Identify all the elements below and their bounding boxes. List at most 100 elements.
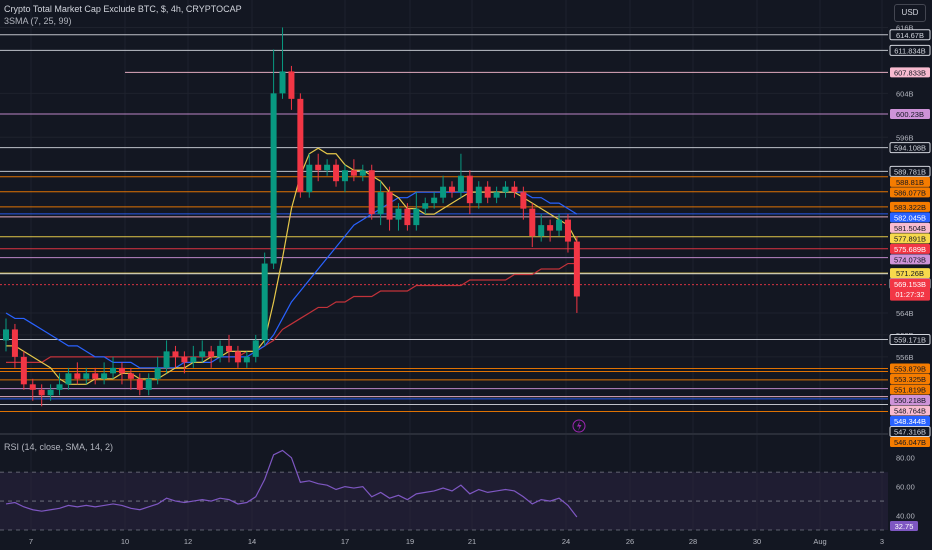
- candle[interactable]: [127, 367, 134, 390]
- candle[interactable]: [564, 214, 571, 253]
- price-level-label[interactable]: 594.108B: [889, 142, 931, 154]
- candle[interactable]: [3, 318, 9, 352]
- candle[interactable]: [83, 367, 90, 385]
- candle[interactable]: [288, 65, 295, 110]
- candle[interactable]: [538, 214, 545, 242]
- sma-indicator-label[interactable]: 3SMA (7, 25, 99): [4, 16, 72, 26]
- candle[interactable]: [475, 181, 482, 209]
- candle[interactable]: [493, 186, 500, 204]
- candle[interactable]: [341, 164, 348, 193]
- candle[interactable]: [377, 181, 384, 226]
- candle[interactable]: [47, 384, 54, 401]
- price-level-label[interactable]: 582.045B: [890, 212, 930, 223]
- candle[interactable]: [270, 49, 277, 270]
- candle[interactable]: [440, 175, 447, 204]
- candle[interactable]: [181, 351, 188, 374]
- price-level-label[interactable]: 600.23B: [890, 109, 930, 120]
- candle[interactable]: [422, 197, 429, 215]
- price-level-label[interactable]: 611.834B: [889, 44, 931, 56]
- candle[interactable]: [110, 356, 117, 379]
- candle[interactable]: [368, 164, 375, 220]
- candle[interactable]: [20, 351, 27, 390]
- candle[interactable]: [190, 345, 197, 368]
- price-level-text: 600.23B: [896, 110, 924, 119]
- candle-body: [350, 170, 357, 176]
- candle-body: [118, 367, 125, 374]
- candle[interactable]: [457, 153, 464, 198]
- candle[interactable]: [29, 378, 36, 401]
- candle[interactable]: [333, 159, 340, 187]
- candle[interactable]: [101, 362, 108, 385]
- candle-body: [226, 345, 232, 352]
- price-level-label[interactable]: 553.879B: [890, 363, 930, 374]
- price-level-label[interactable]: 575.689B: [890, 243, 930, 254]
- candle[interactable]: [297, 93, 304, 198]
- candle[interactable]: [163, 340, 170, 374]
- candle[interactable]: [74, 362, 81, 385]
- price-level-label[interactable]: 586.077B: [890, 187, 930, 198]
- candle[interactable]: [350, 159, 357, 182]
- price-level-label[interactable]: 548.764B: [890, 405, 930, 416]
- candle[interactable]: [92, 367, 99, 385]
- candle[interactable]: [556, 214, 563, 237]
- candle[interactable]: [217, 340, 224, 363]
- candle[interactable]: [154, 356, 161, 385]
- currency-button[interactable]: USD: [894, 4, 926, 22]
- candle[interactable]: [145, 373, 152, 396]
- time-tick-label: 17: [341, 537, 349, 546]
- price-level-label[interactable]: 551.819B: [890, 384, 930, 395]
- candle[interactable]: [386, 186, 393, 231]
- candle[interactable]: [324, 159, 331, 176]
- candle[interactable]: [413, 192, 420, 231]
- price-level-label[interactable]: 546.047B: [890, 437, 930, 448]
- price-level-label[interactable]: 583.322B: [890, 201, 930, 212]
- candle[interactable]: [11, 323, 18, 368]
- price-level-label[interactable]: 559.171B: [889, 333, 931, 345]
- candle[interactable]: [315, 153, 322, 182]
- candle[interactable]: [529, 203, 536, 248]
- candle[interactable]: [449, 181, 455, 198]
- lightning-icon[interactable]: [572, 419, 586, 433]
- price-level-label[interactable]: 581.504B: [890, 222, 930, 233]
- candle-body: [279, 71, 286, 94]
- price-level-label[interactable]: 589.781B: [889, 165, 931, 177]
- price-level-label[interactable]: 547.316B: [889, 426, 931, 438]
- candle[interactable]: [38, 384, 45, 407]
- price-level-label[interactable]: 614.67B: [889, 29, 931, 41]
- candle[interactable]: [199, 340, 206, 363]
- candle[interactable]: [511, 181, 518, 198]
- price-level-label[interactable]: 571.26B: [890, 268, 930, 279]
- candle[interactable]: [359, 164, 366, 182]
- candle[interactable]: [484, 181, 491, 204]
- candle[interactable]: [252, 334, 259, 363]
- candle[interactable]: [226, 334, 232, 363]
- candle[interactable]: [234, 345, 241, 368]
- candle[interactable]: [261, 252, 268, 346]
- candle[interactable]: [56, 373, 63, 396]
- price-level-label[interactable]: 553.325B: [890, 374, 930, 385]
- candle[interactable]: [466, 170, 473, 215]
- price-level-label[interactable]: 548.344B: [890, 416, 930, 427]
- price-level-label[interactable]: 577.891B: [890, 233, 930, 244]
- price-level-label[interactable]: 574.073B: [890, 254, 930, 265]
- price-level-label[interactable]: 550.218B: [890, 395, 930, 406]
- candle[interactable]: [208, 345, 215, 368]
- candle[interactable]: [431, 192, 438, 209]
- candle[interactable]: [547, 219, 554, 242]
- price-level-label[interactable]: 607.833B: [890, 67, 930, 78]
- candle[interactable]: [65, 367, 72, 390]
- candle[interactable]: [136, 373, 143, 396]
- candle[interactable]: [404, 203, 411, 231]
- candle[interactable]: [306, 153, 313, 198]
- candle[interactable]: [118, 362, 125, 385]
- candle[interactable]: [520, 186, 527, 220]
- candle[interactable]: [243, 351, 250, 368]
- price-level-label[interactable]: 588.81B: [890, 176, 930, 187]
- candle[interactable]: [395, 203, 402, 231]
- candle[interactable]: [502, 181, 509, 198]
- candle[interactable]: [172, 345, 179, 368]
- rsi-indicator-label[interactable]: RSI (14, close, SMA, 14, 2): [4, 442, 114, 452]
- candle[interactable]: [573, 236, 580, 313]
- candle[interactable]: [279, 27, 286, 99]
